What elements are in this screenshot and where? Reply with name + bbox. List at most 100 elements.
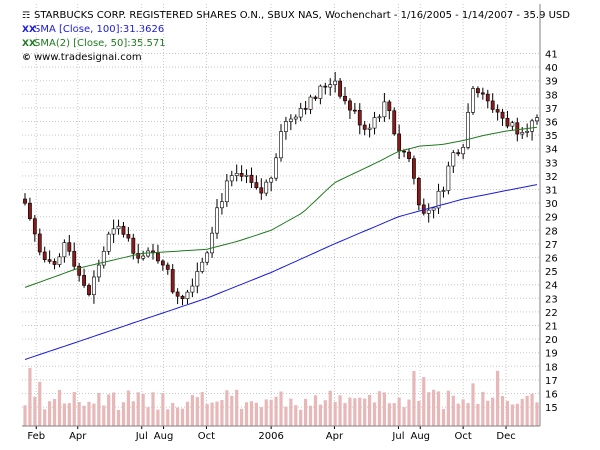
volume-bar [77,402,81,426]
volume-bar [491,397,495,426]
volume-bar [97,392,101,426]
volume-bar [535,402,539,426]
candles [23,71,539,306]
y-tick-label: 20 [545,335,558,346]
volume-bar [166,409,170,426]
candle-body [279,131,283,159]
volume-bar [269,399,273,426]
candle-body [244,174,249,177]
x-tick-label: Apr [69,431,87,442]
volume-bar [249,401,254,426]
candle-body [426,209,431,214]
candle-body [67,242,72,252]
candle-body [141,255,146,259]
candle-body [229,175,234,182]
volume-bar [407,399,411,426]
candle-body [348,100,352,111]
candle-body [106,233,111,252]
candle-body [82,275,86,286]
candle-body [190,285,195,293]
y-tick-label: 40 [545,63,558,74]
volume-bar [432,389,436,426]
legend-sma50-text: SMA(2) [Close, 50]:35.571 [34,38,166,49]
y-tick-label: 32 [545,172,558,183]
candle-body [515,122,520,135]
candle-body [96,264,101,278]
candle-body [416,178,421,206]
x-axis: Feb Apr Jul Aug Oct 2006 Apr Jul Aug Oct Dec [27,426,516,442]
x-tick-label: Oct [198,431,215,442]
volume-bar [52,398,57,426]
candle-body [480,92,485,95]
volume-bar [48,401,52,426]
volume-bar [476,403,480,426]
y-tick-label: 41 [545,50,558,61]
candle-body [520,132,525,135]
volume-bar [348,397,352,426]
candle-body [338,80,342,97]
candle-body [362,124,367,130]
candle-body [57,256,62,265]
volume-bar [353,398,357,426]
copyright-icon: © [22,53,31,63]
volume-bar [200,392,204,426]
candle-body [530,120,534,132]
volume-bar [328,390,332,426]
candle-body [387,101,392,112]
volume-bar [171,403,175,426]
candle-body [136,253,141,259]
y-tick-label: 37 [545,104,558,115]
volume-bar [102,405,106,426]
volume-bar [82,405,86,426]
volume-bar [146,407,150,426]
candle-body [195,271,200,287]
volume-bar [28,367,32,426]
y-axis: 15 16 17 18 19 20 21 22 23 24 25 26 27 28 29 30 31 32 33 34… [545,50,558,415]
candle-body [392,110,397,135]
volume-bar [500,395,505,426]
volume-bar [33,396,37,426]
volume-bar [441,409,446,426]
volume-bar [392,403,396,426]
volume-bar [230,395,234,426]
volume-bar [215,401,219,426]
chart-title: ☶ STARBUCKS CORP. REGISTERED SHARES O.N.,… [22,10,570,22]
y-tick-label: 29 [545,213,558,224]
y-tick-label: 34 [545,145,558,156]
y-tick-label: 19 [545,349,558,360]
volume-bar [205,404,209,426]
candle-body [215,207,219,234]
sma100-line [24,184,538,360]
line-icon: XX [22,39,36,49]
y-tick-label: 39 [545,77,558,88]
volume-bar [131,401,135,426]
candle-body [500,111,505,119]
volume-bar [486,400,490,426]
candle-body [72,251,77,267]
candle-body [476,88,480,94]
volume-bar [116,409,121,426]
volume-bar [112,392,116,426]
y-tick-label: 15 [545,403,558,414]
y-tick-label: 36 [545,118,558,129]
candle-body [92,276,96,295]
candle-body [28,202,32,219]
candle-body [505,117,510,127]
volume-bar [151,392,155,426]
candle-body [126,234,131,239]
candle-body [32,218,37,235]
candle-body [77,265,82,276]
volume-bar [343,403,347,426]
volume-bar [313,395,318,426]
candle-body [37,233,42,253]
y-tick-label: 33 [545,158,558,169]
candle-body [264,181,269,194]
volume-bar [397,397,401,426]
candle-body [298,108,303,118]
x-tick-label: 2006 [258,431,283,442]
candle-body [485,93,490,102]
candle-body [318,85,323,99]
x-tick-label: Jul [391,431,404,442]
candle-body [328,84,333,88]
